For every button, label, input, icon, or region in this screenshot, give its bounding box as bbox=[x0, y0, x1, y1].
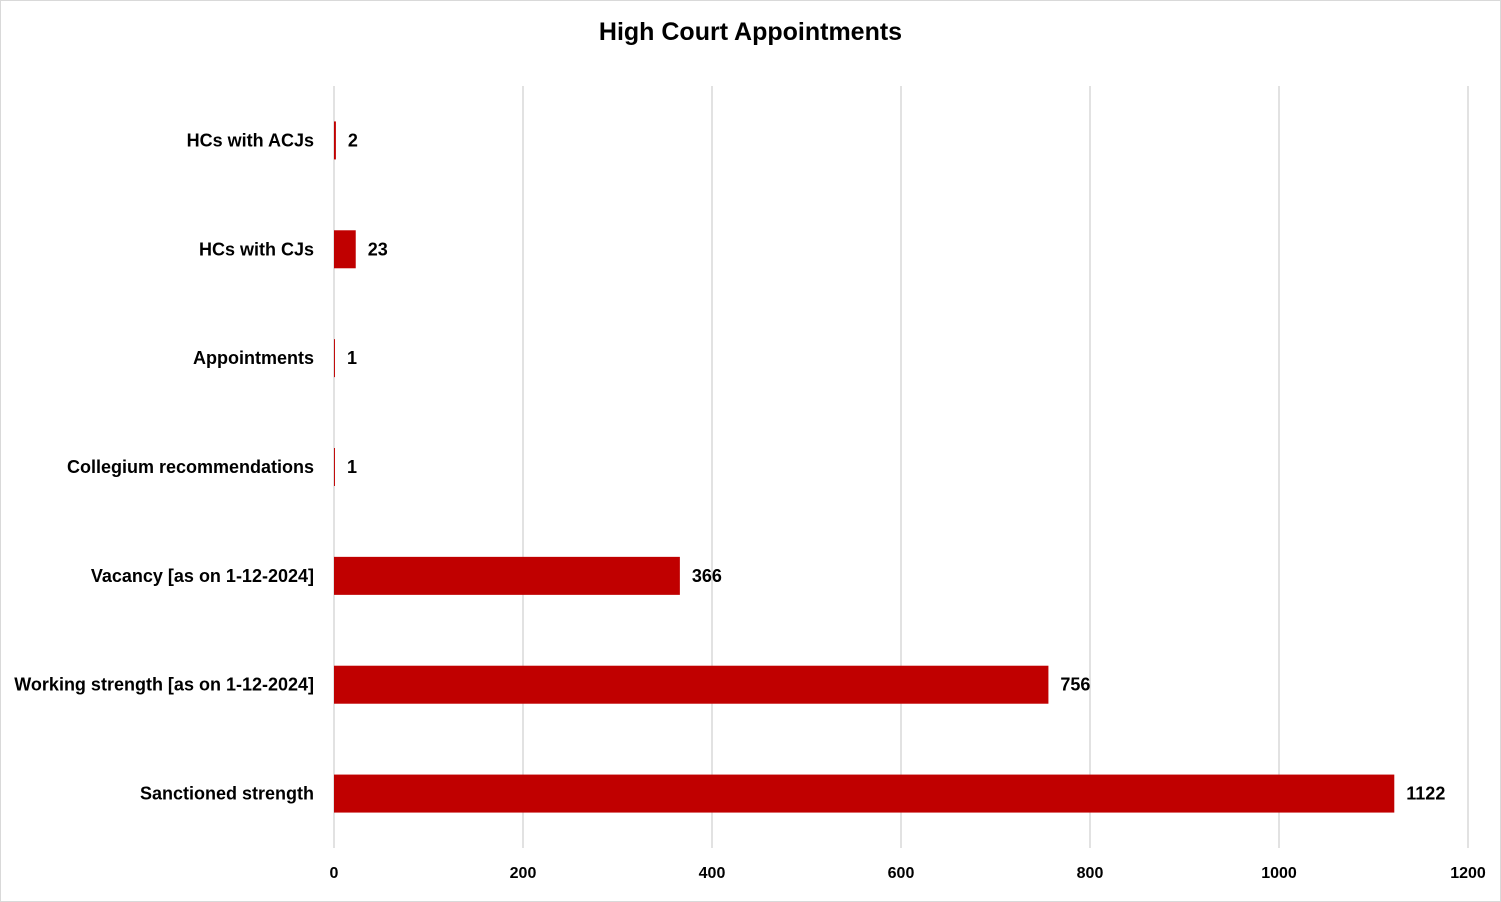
category-label: Appointments bbox=[193, 348, 314, 368]
chart-title: High Court Appointments bbox=[598, 18, 903, 46]
data-label: 23 bbox=[368, 239, 388, 259]
x-tick-label: 0 bbox=[330, 865, 339, 882]
category-label: HCs with ACJs bbox=[187, 130, 314, 150]
bar bbox=[334, 230, 356, 269]
category-label: Working strength [as on 1-12-2024] bbox=[14, 675, 314, 695]
category-label: Sanctioned strength bbox=[140, 784, 314, 804]
x-tick-label: 400 bbox=[699, 865, 726, 882]
bar bbox=[334, 448, 335, 486]
category-label: HCs with CJs bbox=[199, 239, 314, 259]
bar bbox=[334, 665, 1049, 704]
data-label: 2 bbox=[348, 130, 358, 150]
bar bbox=[334, 774, 1395, 813]
category-label: Vacancy [as on 1-12-2024] bbox=[91, 566, 314, 586]
category-label: Collegium recommendations bbox=[67, 457, 314, 477]
data-label: 1 bbox=[347, 457, 357, 477]
bar bbox=[334, 339, 335, 378]
x-tick-label: 600 bbox=[888, 865, 915, 882]
x-tick-label: 800 bbox=[1077, 865, 1104, 882]
bar bbox=[334, 556, 680, 595]
bar bbox=[334, 121, 336, 160]
data-label: 366 bbox=[692, 566, 722, 586]
x-tick-label: 1200 bbox=[1450, 865, 1486, 882]
data-label: 756 bbox=[1060, 675, 1090, 695]
data-label: 1122 bbox=[1406, 784, 1445, 804]
x-tick-label: 200 bbox=[510, 865, 537, 882]
x-tick-label: 1000 bbox=[1261, 865, 1297, 882]
data-label: 1 bbox=[347, 348, 357, 368]
